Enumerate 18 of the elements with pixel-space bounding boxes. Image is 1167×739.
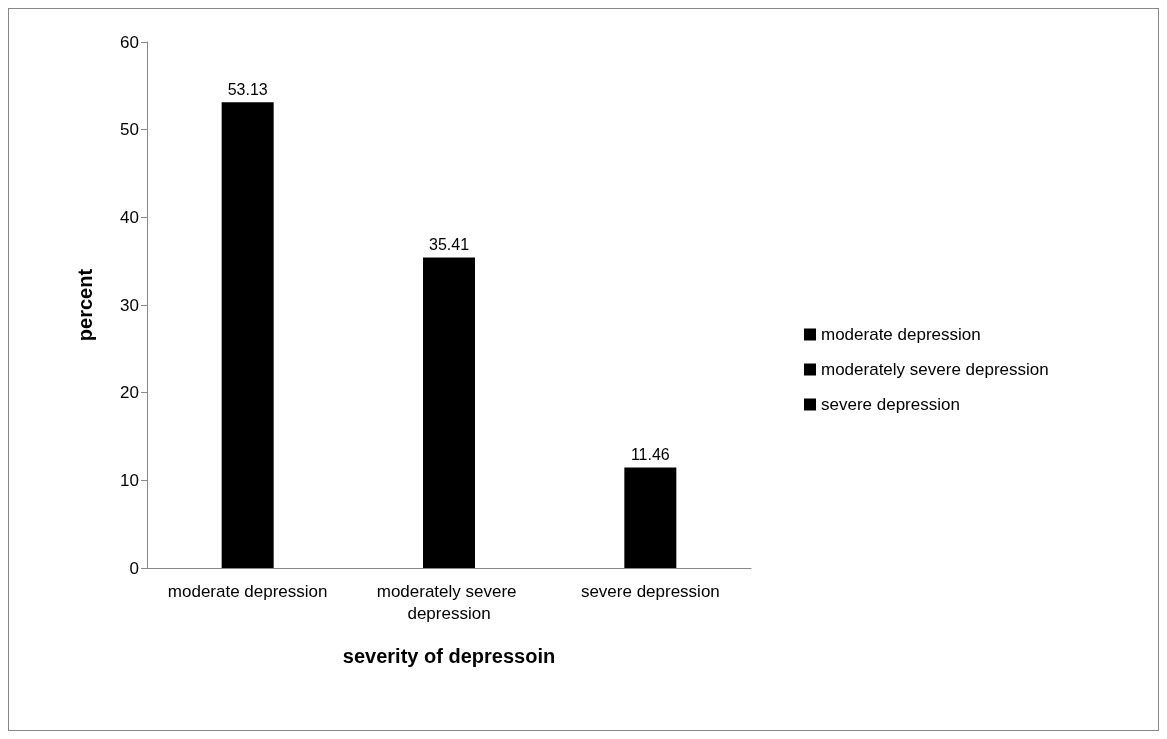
y-tick-label: 40 — [120, 207, 139, 227]
x-tick-label: moderately severe depression — [376, 581, 522, 623]
y-tick-label: 0 — [129, 558, 139, 578]
y-tick-label: 60 — [120, 32, 139, 52]
data-label: 11.46 — [630, 446, 670, 464]
x-tick-label: moderate depression — [167, 581, 328, 601]
legend-label: severe depression — [821, 395, 960, 414]
y-axis-title: percent — [74, 268, 96, 342]
legend-label: moderately severe depression — [821, 360, 1049, 379]
data-label: 53.13 — [227, 80, 268, 98]
y-tick-label: 30 — [120, 295, 139, 315]
x-axis-title: severity of depressoin — [342, 645, 556, 667]
y-tick-label: 50 — [120, 120, 139, 140]
y-tick-label: 20 — [120, 383, 139, 403]
y-tick-label: 10 — [120, 470, 139, 490]
data-label: 35.41 — [428, 236, 470, 254]
x-tick-label: severe depression — [580, 581, 720, 601]
legend-label: moderate depression — [821, 325, 981, 344]
